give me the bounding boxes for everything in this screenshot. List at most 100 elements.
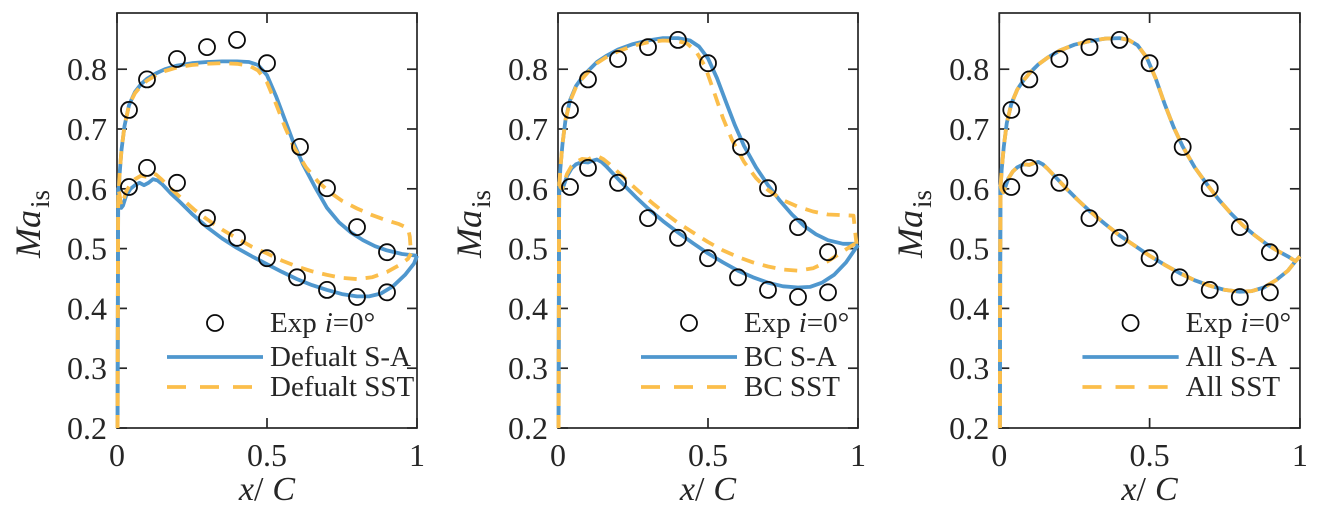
x-tick-label: 0.5	[688, 437, 728, 473]
exp-point	[198, 38, 216, 56]
exp-point	[759, 179, 777, 198]
exp-point	[168, 173, 186, 192]
x-tick-label: 0	[550, 437, 566, 473]
exp-point	[1080, 38, 1099, 56]
exp-point	[1200, 280, 1219, 299]
exp-point	[609, 173, 627, 192]
x-tick-label: 0.5	[1130, 437, 1170, 473]
legend-sst-label: BC SST	[744, 371, 840, 403]
exp-point	[168, 50, 186, 68]
x-tick-label: 1	[409, 437, 425, 473]
panel-bc-models: 0.2 0.3 0.4 0.5 0.6 0.7 0.8 0 0.5 1 Mais x/C Exp i=0°…	[441, 0, 882, 513]
exp-point	[1080, 209, 1099, 228]
exp-point	[759, 280, 777, 299]
exp-point	[819, 243, 837, 262]
exp-point	[1002, 101, 1021, 119]
y-tick-label: 0.4	[508, 290, 548, 326]
x-tick-label: 0	[109, 437, 125, 473]
exp-point	[120, 101, 138, 119]
axis-ticks	[116, 13, 418, 429]
exp-point	[1110, 228, 1129, 247]
exp-point	[1140, 249, 1159, 268]
exp-point	[699, 249, 717, 268]
legend-exp-marker	[206, 314, 224, 332]
exp-point	[138, 158, 156, 177]
panel-all-models: 0.2 0.3 0.4 0.5 0.6 0.7 0.8 0 0.5 1 Mais x/C Exp i=0°…	[882, 0, 1323, 513]
legend-sst-label: All SST	[1186, 371, 1281, 403]
exp-point	[699, 54, 717, 73]
y-tick-label: 0.6	[949, 171, 989, 207]
legend-sa-label: Defualt S-A	[270, 341, 411, 373]
y-tick-label: 0.3	[949, 350, 989, 386]
legend-sa-label: BC S-A	[744, 341, 837, 373]
exp-point	[348, 218, 366, 237]
exp-point	[1173, 137, 1192, 156]
y-tick-label: 0.6	[67, 171, 107, 207]
y-tick-label: 0.2	[67, 410, 107, 446]
exp-point	[1002, 178, 1021, 196]
y-tick-label: 0.5	[508, 231, 548, 267]
exp-point	[819, 283, 837, 302]
exp-point	[639, 209, 657, 228]
x-axis-label: x/C	[679, 471, 737, 508]
y-tick-label: 0.7	[67, 111, 107, 147]
x-tick-label: 0	[991, 437, 1007, 473]
y-tick-label: 0.8	[508, 51, 548, 87]
exp-point	[789, 218, 807, 237]
exp-point	[1200, 179, 1219, 198]
exp-point	[1230, 218, 1249, 237]
exp-point	[1110, 31, 1129, 49]
sst-curve-pressure-side	[115, 171, 413, 429]
y-tick-label: 0.2	[949, 410, 989, 446]
y-axis-label: Mais	[890, 190, 937, 259]
panel-default-models: 0.2 0.3 0.4 0.5 0.6 0.7 0.8 0 0.5 1 Mais x/C Exp i=0°…	[0, 0, 441, 513]
exp-point	[669, 228, 687, 247]
exp-point	[378, 283, 396, 302]
legend-exp-label: Exp i=0°	[270, 307, 375, 339]
legend-sa-label: All S-A	[1186, 341, 1277, 373]
exp-point	[1020, 70, 1039, 89]
exp-point	[228, 228, 246, 247]
chart-panel-default: 0.2 0.3 0.4 0.5 0.6 0.7 0.8 0 0.5 1 Mais x/C Exp i=0°…	[8, 12, 425, 508]
exp-point	[789, 288, 807, 306]
y-tick-label: 0.5	[67, 231, 107, 267]
exp-point	[138, 70, 156, 89]
exp-point	[1050, 50, 1069, 68]
y-tick-label: 0.3	[67, 350, 107, 386]
exp-point	[1230, 288, 1249, 306]
sst-curve-suction-side	[115, 61, 413, 429]
exp-point	[669, 31, 687, 49]
exp-point	[1020, 158, 1039, 177]
legend-exp-label: Exp i=0°	[744, 307, 849, 339]
exp-point	[561, 178, 579, 196]
exp-point	[1050, 173, 1069, 192]
chart-panel-all: 0.2 0.3 0.4 0.5 0.6 0.7 0.8 0 0.5 1 Mais x/C Exp i=0°…	[890, 12, 1308, 508]
exp-point	[318, 280, 336, 299]
x-tick-label: 1	[1292, 437, 1308, 473]
y-tick-label: 0.4	[949, 290, 989, 326]
exp-point	[1170, 268, 1189, 287]
y-tick-label: 0.8	[949, 51, 989, 87]
y-tick-label: 0.7	[508, 111, 548, 147]
y-axis-label: Mais	[8, 190, 55, 259]
sst-curve-suction-side	[556, 38, 859, 429]
y-tick-label: 0.8	[67, 51, 107, 87]
x-tick-label: 0.5	[247, 437, 287, 473]
exp-point	[729, 268, 747, 287]
exp-point	[561, 101, 579, 119]
exp-points	[1002, 31, 1279, 306]
legend-exp-marker	[680, 314, 698, 332]
x-axis-label: x/C	[1120, 471, 1178, 508]
exp-point	[1140, 54, 1159, 73]
exp-point	[639, 38, 657, 56]
exp-point	[1260, 283, 1279, 302]
legend-exp-marker	[1121, 314, 1140, 332]
exp-points	[120, 31, 396, 306]
exp-point	[348, 288, 366, 306]
exp-point	[1260, 243, 1279, 262]
sa-curve-pressure-side	[115, 177, 419, 429]
legend-sst-label: Defualt SST	[270, 371, 414, 403]
x-tick-label: 1	[850, 437, 866, 473]
y-tick-label: 0.7	[949, 111, 989, 147]
